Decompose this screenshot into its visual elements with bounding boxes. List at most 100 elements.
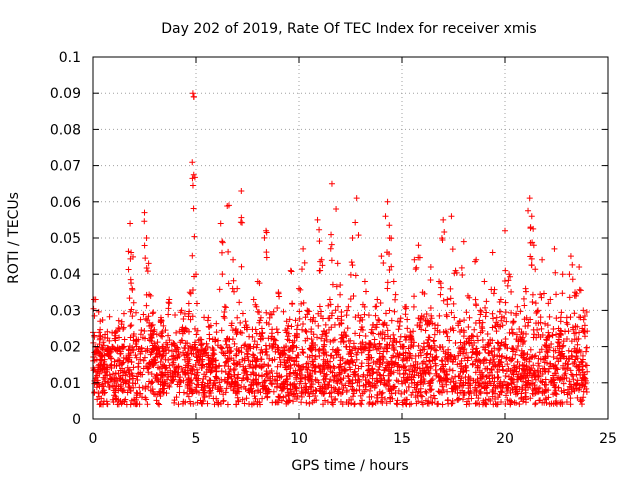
data-point <box>126 295 133 302</box>
data-point <box>204 400 211 407</box>
data-point <box>191 233 198 240</box>
data-point <box>353 195 360 202</box>
data-point <box>427 351 434 358</box>
data-point <box>488 367 495 374</box>
data-point <box>413 400 420 407</box>
data-point <box>104 400 111 407</box>
data-point <box>294 352 301 359</box>
data-point <box>244 376 251 383</box>
data-point <box>571 387 578 394</box>
data-point <box>524 351 531 358</box>
data-point <box>563 399 570 406</box>
data-point <box>417 315 424 322</box>
data-point <box>513 310 520 317</box>
data-point <box>151 326 158 333</box>
data-point <box>530 390 537 397</box>
data-point <box>446 366 453 373</box>
data-point <box>437 291 444 298</box>
data-point <box>325 315 332 322</box>
data-point <box>411 339 418 346</box>
data-point <box>242 367 249 374</box>
data-point <box>583 308 590 315</box>
data-point <box>283 372 290 379</box>
data-point <box>192 346 199 353</box>
data-point <box>418 374 425 381</box>
data-point <box>485 350 492 357</box>
data-point <box>559 290 566 297</box>
data-point <box>329 281 336 288</box>
data-point <box>194 349 201 356</box>
data-point <box>576 384 583 391</box>
data-point <box>571 310 578 317</box>
data-point <box>415 342 422 349</box>
data-point <box>557 318 564 325</box>
data-point <box>399 343 406 350</box>
data-point <box>467 380 474 387</box>
data-point <box>178 307 185 314</box>
data-point <box>482 346 489 353</box>
data-points <box>90 90 591 408</box>
data-point <box>523 373 530 380</box>
data-point <box>488 286 495 293</box>
data-point <box>106 337 113 344</box>
data-point <box>530 370 537 377</box>
data-point <box>540 290 547 297</box>
data-point <box>532 376 539 383</box>
data-point <box>553 331 560 338</box>
data-point <box>280 386 287 393</box>
data-point <box>318 335 325 342</box>
data-point <box>504 396 511 403</box>
data-point <box>339 334 346 341</box>
data-point <box>461 355 468 362</box>
data-point <box>455 352 462 359</box>
data-point <box>274 363 281 370</box>
data-point <box>237 219 244 226</box>
data-point <box>210 361 217 368</box>
data-point <box>531 373 538 380</box>
data-point <box>111 374 118 381</box>
data-point <box>373 370 380 377</box>
data-point <box>296 315 303 322</box>
data-point <box>569 261 576 268</box>
data-point <box>450 384 457 391</box>
data-point <box>428 377 435 384</box>
data-point <box>428 386 435 393</box>
data-point <box>347 383 354 390</box>
data-point <box>465 324 472 331</box>
data-point <box>264 393 271 400</box>
data-point <box>488 347 495 354</box>
data-point <box>180 377 187 384</box>
data-point <box>182 399 189 406</box>
data-point <box>141 242 148 249</box>
data-point <box>250 296 257 303</box>
data-point <box>374 398 381 405</box>
data-point <box>423 389 430 396</box>
data-point <box>511 364 518 371</box>
data-point <box>549 332 556 339</box>
data-point <box>128 322 135 329</box>
data-point <box>181 369 188 376</box>
data-point <box>229 336 236 343</box>
data-point <box>123 355 130 362</box>
data-point <box>345 338 352 345</box>
data-point <box>463 367 470 374</box>
data-point <box>528 380 535 387</box>
data-point <box>300 350 307 357</box>
data-point <box>173 394 180 401</box>
data-point <box>169 361 176 368</box>
data-point <box>328 241 335 248</box>
data-point <box>286 316 293 323</box>
data-point <box>135 363 142 370</box>
data-point <box>401 364 408 371</box>
data-point <box>92 369 99 376</box>
data-point <box>117 348 124 355</box>
data-point <box>230 387 237 394</box>
data-point <box>469 361 476 368</box>
data-point <box>231 288 238 295</box>
data-point <box>204 317 211 324</box>
data-point <box>102 372 109 379</box>
data-point <box>297 378 304 385</box>
data-point <box>172 346 179 353</box>
data-point <box>210 379 217 386</box>
data-point <box>373 346 380 353</box>
